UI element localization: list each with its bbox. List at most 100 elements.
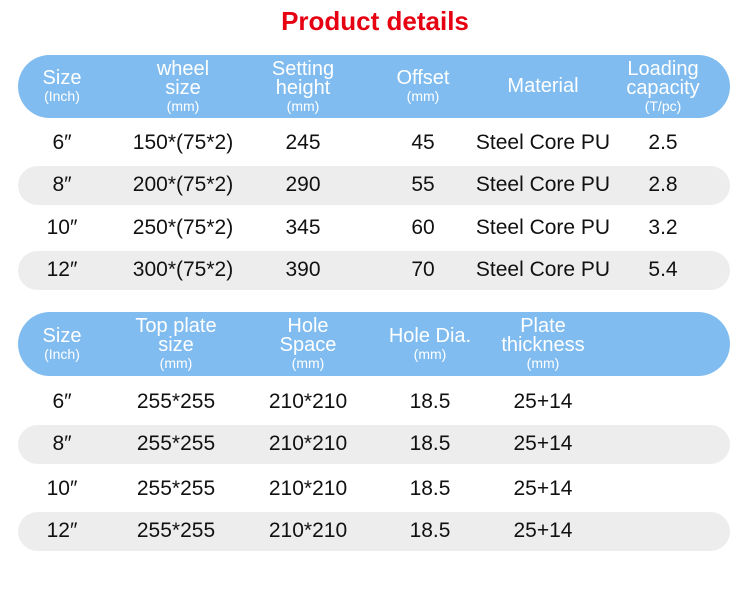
table-cell: 60: [348, 209, 498, 247]
table-cell: 255*255: [101, 470, 251, 508]
table-cell: Steel Core PU: [468, 251, 618, 289]
table-cell: 210*210: [233, 383, 383, 421]
cell-text: 250*(75*2): [132, 216, 234, 239]
cell-text: 70: [411, 258, 435, 281]
table-cell: 25+14: [468, 383, 618, 421]
header-unit: (mm): [406, 88, 440, 104]
table-cell: 18.5: [355, 383, 505, 421]
table-cell: 25+14: [468, 470, 618, 508]
table-cell: 70: [348, 251, 498, 289]
cell-text: 55: [411, 173, 435, 196]
header-cell: Top plate size (mm): [101, 312, 251, 376]
header-text: Setting: [271, 57, 335, 80]
cell-text: 210*210: [268, 477, 348, 500]
table-cell: Steel Core PU: [468, 209, 618, 247]
header-cell: wheel size (mm): [108, 55, 258, 118]
cell-text: 3.2: [648, 216, 678, 239]
header-cell: Material: [468, 55, 618, 118]
table-cell: 10″: [0, 209, 137, 247]
table-cell: 2.5: [588, 124, 738, 162]
table-cell: 390: [228, 251, 378, 289]
table-cell: 3.2: [588, 209, 738, 247]
table-cell: 255*255: [101, 425, 251, 463]
header-text: Loading: [627, 57, 699, 80]
header-text: Size: [42, 324, 82, 347]
cell-text: 8″: [52, 432, 72, 455]
cell-text: 255*255: [136, 477, 216, 500]
cell-text: 345: [285, 216, 321, 239]
header-unit: (mm): [159, 355, 193, 371]
header-text: wheel: [156, 57, 210, 80]
table-cell: 8″: [0, 166, 137, 204]
cell-text: 255*255: [136, 390, 216, 413]
header-cell: Loading capacity (T/pc): [588, 55, 738, 118]
cell-text: 200*(75*2): [132, 173, 234, 196]
header-text: Plate: [520, 315, 566, 337]
header-cell: Size (Inch): [0, 312, 137, 376]
table-cell: 210*210: [233, 425, 383, 463]
header-unit: (Inch): [44, 345, 80, 362]
row-stripe: [18, 425, 730, 464]
cell-text: 390: [285, 258, 321, 281]
cell-text: 210*210: [268, 432, 348, 455]
cell-text: 6″: [52, 131, 72, 154]
header-unit: (mm): [526, 355, 560, 371]
cell-text: 18.5: [409, 390, 451, 413]
row-stripe: [18, 166, 730, 205]
cell-text: 12″: [46, 258, 78, 281]
header-unit: (mm): [291, 355, 325, 371]
header-unit: (mm): [413, 345, 447, 362]
cell-text: 210*210: [268, 519, 348, 542]
table-cell: 8″: [0, 425, 137, 463]
table-cell: 245: [228, 124, 378, 162]
table-cell: 10″: [0, 470, 137, 508]
table-cell: 12″: [0, 251, 137, 289]
table-cell: Steel Core PU: [468, 166, 618, 204]
cell-text: 2.5: [648, 131, 678, 154]
table-cell: 25+14: [468, 512, 618, 550]
cell-text: 255*255: [136, 519, 216, 542]
cell-text: 60: [411, 216, 435, 239]
header-text: capacity: [626, 76, 700, 99]
table-cell: 18.5: [355, 512, 505, 550]
cell-text: 5.4: [648, 258, 678, 281]
cell-text: 6″: [52, 390, 72, 413]
cell-text: 2.8: [648, 173, 678, 196]
table-cell: 6″: [0, 124, 137, 162]
page-title: Product details: [281, 6, 469, 36]
cell-text: 255*255: [136, 432, 216, 455]
cell-text: 10″: [46, 477, 78, 500]
table-cell: 45: [348, 124, 498, 162]
cell-text: Steel Core PU: [475, 216, 611, 239]
cell-text: 150*(75*2): [132, 131, 234, 154]
cell-text: 25+14: [513, 477, 573, 500]
cell-text: 25+14: [513, 519, 573, 542]
table-cell: 18.5: [355, 470, 505, 508]
table-cell: 255*255: [101, 512, 251, 550]
header-text: size: [165, 76, 201, 99]
cell-text: 45: [411, 131, 435, 154]
cell-text: Steel Core PU: [475, 131, 611, 154]
header-text: Top plate: [135, 315, 217, 337]
table-cell: 5.4: [588, 251, 738, 289]
header-text: height: [275, 76, 331, 99]
table-cell: 55: [348, 166, 498, 204]
cell-text: 18.5: [409, 477, 451, 500]
header-text: Hole Dia.: [388, 324, 472, 347]
table-cell: 12″: [0, 512, 137, 550]
table-cell: 210*210: [233, 470, 383, 508]
header-cell: Setting height (mm): [228, 55, 378, 118]
header-text: thickness: [501, 334, 585, 356]
cell-text: 25+14: [513, 432, 573, 455]
header-text: Space: [279, 334, 337, 356]
header-cell: Offset (mm): [348, 55, 498, 118]
table-cell: 255*255: [101, 383, 251, 421]
cell-text: 18.5: [409, 432, 451, 455]
header-cell: Hole Space (mm): [233, 312, 383, 376]
header-unit: (mm): [286, 97, 320, 114]
table-cell: 250*(75*2): [108, 209, 258, 247]
header-unit: (T/pc): [644, 97, 682, 114]
header-text: Material: [507, 75, 579, 97]
cell-text: 210*210: [268, 390, 348, 413]
